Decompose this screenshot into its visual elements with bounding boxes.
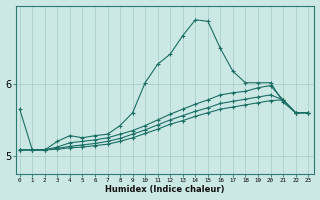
X-axis label: Humidex (Indice chaleur): Humidex (Indice chaleur): [106, 185, 225, 194]
